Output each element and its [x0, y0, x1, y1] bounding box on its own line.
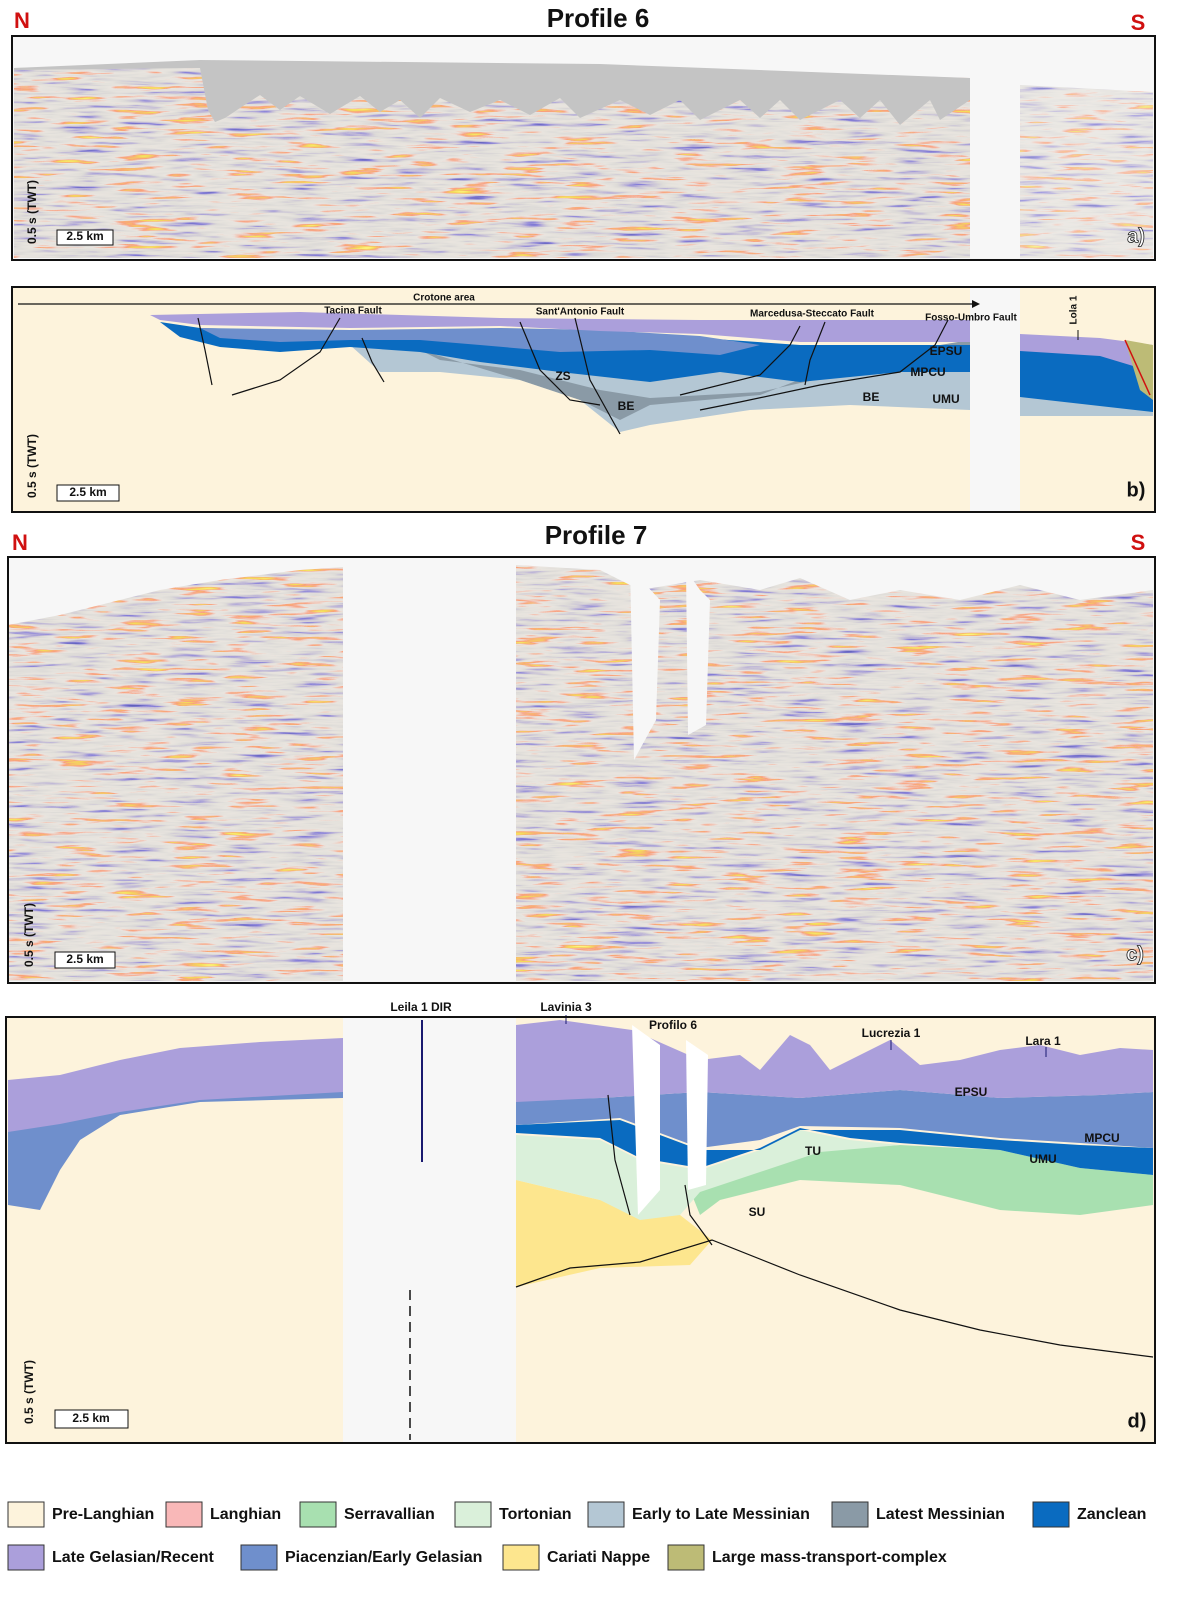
- annotation: ZS: [555, 369, 570, 383]
- legend-label: Zanclean: [1077, 1506, 1146, 1523]
- annotation: MPCU: [1084, 1131, 1119, 1145]
- annotation: Leila 1 DIR: [390, 1000, 452, 1014]
- gap: [343, 1018, 516, 1442]
- legend-label: Latest Messinian: [876, 1506, 1005, 1523]
- profile-title: Profile 7: [545, 520, 648, 550]
- north-label: N: [14, 8, 30, 33]
- distance-scale: 2.5 km: [66, 229, 103, 243]
- annotation: MPCU: [910, 365, 945, 379]
- distance-scale: 2.5 km: [66, 952, 103, 966]
- legend-swatch: [8, 1545, 44, 1570]
- annotation: Tacina Fault: [324, 306, 382, 317]
- legend-label: Langhian: [210, 1506, 281, 1523]
- annotation: BE: [863, 390, 880, 404]
- legend-swatch: [503, 1545, 539, 1570]
- legend-label: Piacenzian/Early Gelasian: [285, 1549, 482, 1566]
- north-label: N: [12, 530, 28, 555]
- annotation: Marcedusa-Steccato Fault: [750, 309, 875, 320]
- legend: Pre-Langhian Langhian Serravallian Tortonia…: [8, 1502, 1146, 1570]
- legend-swatch: [668, 1545, 704, 1570]
- annotation: SU: [749, 1205, 766, 1219]
- panel-label: d): [1128, 1410, 1147, 1432]
- panel-label: a): [1127, 225, 1145, 247]
- annotation: Sant'Antonio Fault: [536, 307, 625, 318]
- annotation: Fosso-Umbro Fault: [925, 313, 1017, 324]
- legend-label: Tortonian: [499, 1506, 572, 1523]
- distance-scale: 2.5 km: [69, 485, 106, 499]
- panel-label: b): [1127, 479, 1146, 501]
- annotation: Lucrezia 1: [862, 1026, 921, 1040]
- legend-label: Early to Late Messinian: [632, 1506, 810, 1523]
- time-scale: 0.5 s (TWT): [25, 434, 39, 498]
- legend-swatch: [455, 1502, 491, 1527]
- legend-swatch: [832, 1502, 868, 1527]
- legend-label: Cariati Nappe: [547, 1549, 650, 1566]
- annotation: Lara 1: [1025, 1034, 1061, 1048]
- seismic: [8, 560, 343, 982]
- time-scale: 0.5 s (TWT): [22, 1360, 36, 1424]
- annotation: UMU: [1029, 1152, 1056, 1166]
- legend-swatch: [588, 1502, 624, 1527]
- legend-label: Serravallian: [344, 1506, 435, 1523]
- time-scale: 0.5 s (TWT): [25, 180, 39, 244]
- legend-swatch: [166, 1502, 202, 1527]
- panel-a: 0.5 s (TWT) 2.5 km a): [12, 36, 1155, 260]
- annotation: BE: [618, 399, 635, 413]
- figure: N Profile 6 S 0.5 s (TWT) 2.5 km a) Crot…: [0, 0, 1178, 1599]
- gap-notch: [686, 1040, 708, 1190]
- panel-b: Crotone area Tacina Fault Sant'Antonio F…: [12, 287, 1155, 512]
- south-label: S: [1131, 530, 1146, 555]
- legend-label: Large mass-transport-complex: [712, 1549, 947, 1566]
- legend-swatch: [1033, 1502, 1069, 1527]
- panel-d: Leila 1 DIR Lavinia 3 Profilo 6 Lucrezia…: [6, 1000, 1155, 1443]
- legend-label: Late Gelasian/Recent: [52, 1549, 215, 1566]
- legend-swatch: [241, 1545, 277, 1570]
- legend-swatch: [300, 1502, 336, 1527]
- annotation: EPSU: [930, 344, 963, 358]
- annotation: UMU: [932, 392, 959, 406]
- panel-c: 0.5 s (TWT) 2.5 km c): [8, 557, 1155, 983]
- time-scale: 0.5 s (TWT): [22, 903, 36, 967]
- south-label: S: [1131, 10, 1146, 35]
- annotation: Lavinia 3: [540, 1000, 592, 1014]
- profile-title: Profile 6: [547, 3, 650, 33]
- annotation: Lola 1: [1069, 295, 1080, 324]
- legend-swatch: [8, 1502, 44, 1527]
- seismic: [516, 560, 1153, 982]
- distance-scale: 2.5 km: [72, 1411, 109, 1425]
- legend-label: Pre-Langhian: [52, 1506, 154, 1523]
- annotation: TU: [805, 1144, 821, 1158]
- annotation: EPSU: [955, 1085, 988, 1099]
- panel-label: c): [1126, 943, 1144, 965]
- annotation: Profilo 6: [649, 1018, 697, 1032]
- annotation: Crotone area: [413, 293, 475, 304]
